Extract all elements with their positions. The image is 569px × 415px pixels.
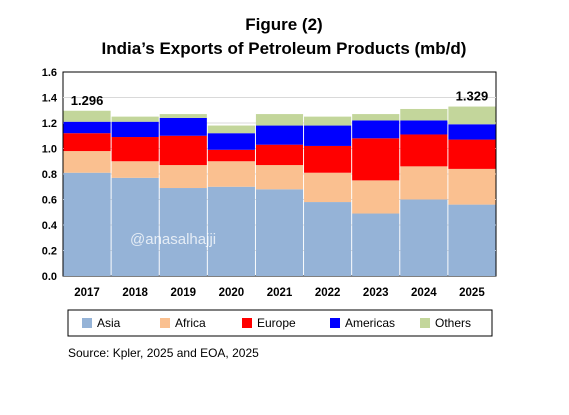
bar-segment-europe-2018: [111, 137, 159, 162]
bar-segment-asia-2023: [352, 213, 400, 276]
x-tick-label: 2020: [219, 287, 245, 299]
bar-segment-asia-2021: [255, 189, 304, 276]
y-tick-label: 0.2: [42, 246, 57, 258]
chart-title: Figure (2): [245, 15, 322, 34]
bar-segment-americas-2020: [207, 133, 255, 150]
y-tick-label: 0.8: [42, 169, 57, 181]
bar-segment-americas-2022: [304, 125, 352, 146]
bar-segment-asia-2020: [207, 186, 255, 276]
y-axis: 0.0 0.2 0.4 0.6 0.8 1.0 1.2 1.4 1.6: [42, 67, 58, 283]
bar-segment-others-2021: [255, 114, 304, 126]
bar-segment-americas-2021: [255, 125, 304, 145]
bar-segment-europe-2020: [207, 149, 255, 162]
bars: [63, 106, 496, 276]
bar-segment-africa-2018: [111, 161, 159, 178]
x-axis: 2017 2018 2019 2020 2021 2022 2023 2024 2025: [74, 287, 485, 299]
source-note: Source: Kpler, 2025 and EOA, 2025: [68, 346, 259, 360]
bar-segment-asia-2018: [111, 177, 159, 276]
bar-segment-europe-2017: [63, 133, 111, 152]
x-tick-label: 2021: [267, 287, 293, 299]
bar-segment-others-2020: [207, 125, 255, 134]
bar-segment-others-2017: [63, 110, 111, 122]
bar-segment-others-2022: [304, 116, 352, 126]
x-tick-label: 2017: [74, 287, 100, 299]
bar-segment-europe-2025: [448, 139, 496, 169]
bar-segment-asia-2017: [63, 172, 111, 276]
bar-segment-africa-2024: [400, 166, 448, 200]
bar-segment-africa-2021: [255, 165, 304, 190]
bar-segment-asia-2019: [159, 188, 207, 276]
legend-swatch-europe: [242, 318, 252, 328]
bar-segment-others-2025: [448, 106, 496, 125]
x-tick-label: 2022: [315, 287, 341, 299]
legend-swatch-others: [420, 318, 430, 328]
x-tick-label: 2023: [363, 287, 389, 299]
bar-segment-americas-2024: [400, 120, 448, 135]
y-tick-label: 1.6: [42, 67, 57, 79]
legend-label-asia: Asia: [97, 316, 121, 330]
data-label-2017: 1.296: [71, 93, 104, 108]
bar-segment-americas-2025: [448, 124, 496, 140]
bar-segment-africa-2025: [448, 168, 496, 205]
y-tick-label: 1.0: [42, 144, 57, 156]
bar-segment-others-2019: [159, 114, 207, 118]
bar-segment-africa-2022: [304, 172, 352, 203]
x-tick-label: 2025: [459, 287, 485, 299]
bar-segment-europe-2019: [159, 135, 207, 166]
legend: Asia Africa Europe Americas Others: [82, 316, 471, 330]
bar-segment-americas-2019: [159, 117, 207, 136]
bar-segment-asia-2024: [400, 199, 448, 276]
legend-swatch-americas: [330, 318, 340, 328]
bar-segment-europe-2024: [400, 134, 448, 167]
bar-segment-americas-2017: [63, 121, 111, 134]
y-tick-label: 0.0: [42, 271, 57, 283]
bar-segment-africa-2017: [63, 151, 111, 173]
legend-label-others: Others: [435, 316, 471, 330]
bar-segment-others-2024: [400, 108, 448, 121]
bar-segment-europe-2021: [255, 144, 304, 166]
chart-subtitle: India’s Exports of Petroleum Products (m…: [102, 39, 467, 58]
y-tick-label: 0.4: [42, 220, 58, 232]
bar-segment-others-2018: [111, 116, 159, 122]
bar-segment-europe-2022: [304, 145, 352, 173]
bar-segment-africa-2023: [352, 180, 400, 214]
bar-segment-africa-2019: [159, 165, 207, 189]
bar-segment-asia-2025: [448, 204, 496, 276]
x-tick-label: 2019: [170, 287, 196, 299]
bar-segment-others-2023: [352, 114, 400, 121]
legend-label-africa: Africa: [175, 316, 206, 330]
legend-swatch-asia: [82, 318, 92, 328]
x-tick-label: 2018: [122, 287, 148, 299]
watermark: @anasalhajji: [130, 231, 216, 248]
bar-segment-americas-2023: [352, 120, 400, 139]
bar-segment-africa-2020: [207, 161, 255, 187]
x-tick-label: 2024: [411, 287, 437, 299]
data-label-2025: 1.329: [456, 89, 489, 104]
bar-segment-asia-2022: [304, 202, 352, 276]
bar-segment-europe-2023: [352, 138, 400, 181]
annotations: 1.296 1.329: [71, 89, 488, 108]
y-tick-label: 0.6: [42, 195, 57, 207]
legend-label-americas: Americas: [345, 316, 395, 330]
y-tick-label: 1.4: [42, 93, 58, 105]
legend-swatch-africa: [160, 318, 170, 328]
y-tick-label: 1.2: [42, 118, 57, 130]
bar-segment-americas-2018: [111, 121, 159, 138]
legend-label-europe: Europe: [257, 316, 296, 330]
